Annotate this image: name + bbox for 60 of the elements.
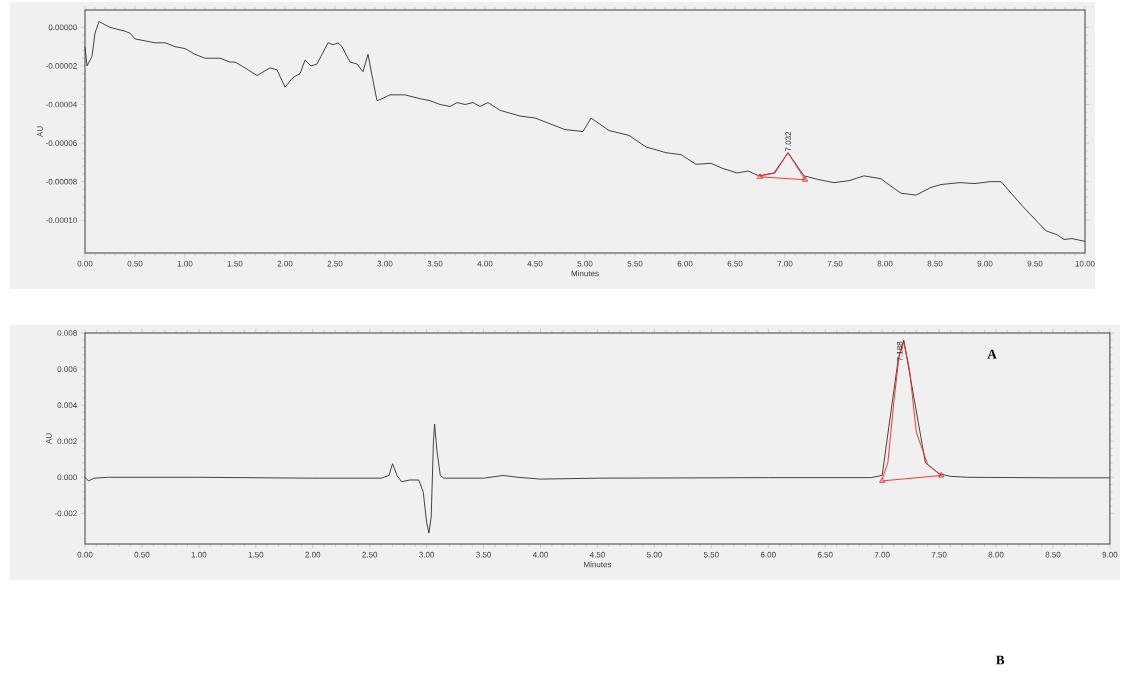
- y-axis-title: AU: [37, 126, 43, 138]
- x-tick-label: 9.00: [977, 260, 993, 267]
- x-tick-label: 3.00: [377, 260, 393, 267]
- y-tick-label: 0.004: [57, 402, 77, 408]
- text: B: [996, 655, 1005, 665]
- x-tick-label: 7.50: [827, 260, 843, 267]
- x-tick-label: 0.50: [127, 260, 143, 267]
- y-tick-label: 0.002: [57, 438, 77, 445]
- x-tick-label: 6.00: [760, 551, 776, 558]
- x-tick-label: 2.50: [327, 260, 343, 267]
- x-tick-label: 6.00: [677, 260, 693, 267]
- x-tick-label: 1.50: [227, 260, 243, 267]
- x-tick-label: 2.00: [305, 551, 321, 558]
- x-tick-label: 0.00: [77, 260, 93, 267]
- x-tick-label: 3.50: [476, 551, 492, 558]
- x-tick-label: 7.00: [874, 551, 890, 558]
- y-tick-label: -0.00004: [45, 101, 77, 108]
- x-tick-label: 9.50: [1027, 260, 1043, 267]
- x-tick-label: 8.00: [988, 551, 1004, 558]
- y-axis-title: AU: [46, 433, 52, 445]
- x-tick-label: 9.00: [1102, 551, 1118, 558]
- x-tick-label: 6.50: [817, 551, 833, 558]
- x-tick-label: 0.50: [134, 551, 150, 558]
- y-tick-label: 0.000: [57, 474, 77, 481]
- y-tick-label: 0.006: [57, 366, 77, 372]
- x-tick-label: 5.00: [646, 551, 662, 558]
- y-tick-label: -0.00010: [45, 217, 77, 224]
- x-tick-label: 3.50: [427, 260, 443, 267]
- x-axis-title: Minutes: [584, 561, 612, 568]
- x-tick-label: 5.50: [627, 260, 643, 267]
- x-tick-label: 7.00: [777, 260, 793, 267]
- x-tick-label: 4.00: [477, 260, 493, 267]
- x-tick-label: 4.50: [527, 260, 543, 267]
- y-tick-label: -0.00008: [45, 178, 77, 185]
- y-tick-label: 0.00000: [48, 24, 77, 31]
- y-tick-label: -0.002: [54, 510, 77, 517]
- x-tick-label: 8.50: [927, 260, 943, 267]
- annotation: A: [987, 349, 997, 359]
- y-tick-label: -0.00006: [45, 140, 77, 146]
- y-tick-label: 0.008: [57, 330, 77, 336]
- x-axis-title: Minutes: [571, 270, 599, 277]
- x-tick-label: 8.00: [877, 260, 893, 267]
- x-tick-label: 1.00: [177, 260, 193, 267]
- x-tick-label: 2.00: [277, 260, 293, 267]
- x-tick-label: 1.50: [248, 551, 264, 558]
- x-tick-label: 8.50: [1045, 551, 1061, 558]
- x-tick-label: 6.50: [727, 260, 743, 267]
- x-tick-label: 3.00: [419, 551, 435, 558]
- y-tick-label: -0.00002: [45, 63, 77, 69]
- x-tick-label: 4.00: [532, 551, 548, 558]
- x-tick-label: 2.50: [362, 551, 378, 558]
- x-tick-label: 5.00: [577, 260, 593, 267]
- annotation: 7.188: [896, 341, 903, 362]
- x-tick-label: 1.00: [191, 551, 207, 558]
- x-tick-label: 10.00: [1075, 260, 1095, 267]
- x-tick-label: 0.00: [77, 551, 93, 558]
- x-tick-label: 7.50: [931, 551, 947, 558]
- x-tick-label: 5.50: [703, 551, 719, 558]
- x-tick-label: 4.50: [589, 551, 605, 558]
- annotation: 7.032: [785, 131, 792, 152]
